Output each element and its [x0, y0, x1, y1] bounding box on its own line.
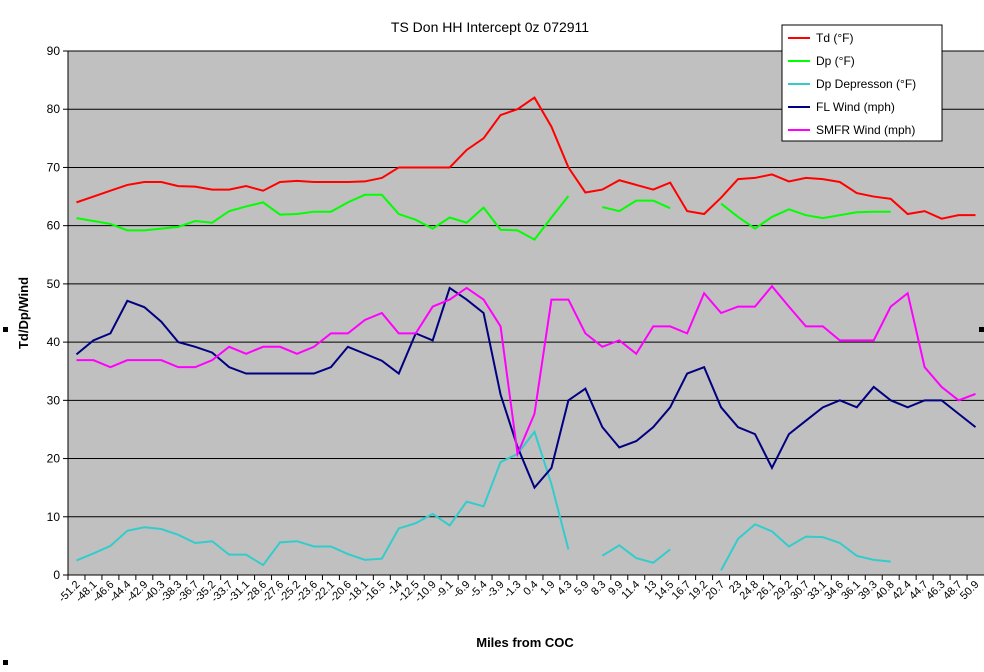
series-line	[76, 193, 570, 241]
y-tick-label: 50	[47, 277, 61, 291]
series-line	[76, 96, 976, 220]
x-axis-title: Miles from COC	[476, 635, 574, 650]
handle	[3, 327, 8, 332]
y-tick-label: 0	[53, 568, 60, 582]
y-tick-label: 90	[47, 44, 61, 58]
series-line	[76, 284, 976, 458]
handle	[3, 660, 8, 665]
y-tick-label: 70	[47, 160, 61, 174]
legend-label: SMFR Wind (mph)	[816, 123, 915, 137]
x-tick-label: 20.7	[704, 579, 728, 603]
x-tick-label: 5.9	[572, 579, 591, 598]
series-line	[75, 286, 977, 490]
legend-label: FL Wind (mph)	[816, 100, 895, 114]
y-tick-label: 10	[47, 510, 61, 524]
series-line	[602, 199, 671, 213]
series-line	[601, 544, 671, 564]
x-tick-label: 4.3	[555, 579, 574, 598]
legend-label: Dp Depresson (°F)	[816, 77, 916, 91]
series-line	[720, 202, 891, 230]
x-tick-label: 8.3	[589, 579, 608, 598]
y-tick-label: 60	[47, 219, 61, 233]
series-line	[76, 429, 570, 567]
legend: Td (°F) Dp (°F) Dp Depresson (°F) FL Wind (…	[781, 24, 943, 142]
y-axis-title: Td/Dp/Wind	[16, 277, 31, 349]
x-tick-label: 1.9	[538, 579, 557, 598]
legend-label: Dp (°F)	[816, 54, 855, 68]
y-tick-label: 80	[47, 102, 61, 116]
chart-title: TS Don HH Intercept 0z 072911	[391, 19, 589, 35]
y-tick-label: 40	[47, 335, 61, 349]
series-line	[720, 523, 891, 571]
x-tick-label: 11.4	[619, 579, 642, 602]
y-tick-label: 20	[47, 452, 61, 466]
handle	[979, 327, 984, 332]
x-tick-label: 50.9	[958, 579, 982, 603]
y-tick-label: 30	[47, 393, 61, 407]
x-tick-label: 0.4	[521, 579, 540, 598]
legend-label: Td (°F)	[816, 31, 853, 45]
